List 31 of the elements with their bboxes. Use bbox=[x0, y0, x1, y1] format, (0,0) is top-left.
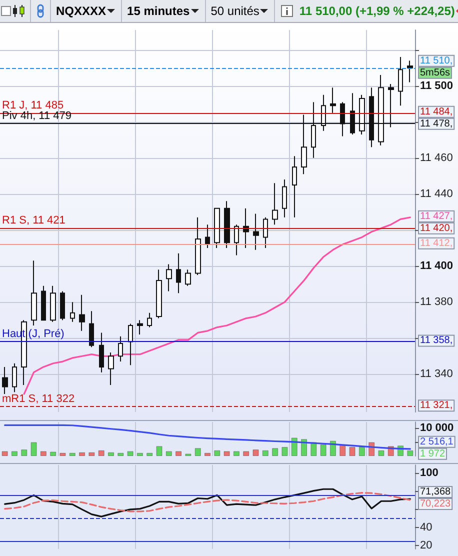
y-tick-label: 10 000 bbox=[420, 422, 454, 434]
text: 11 510,00 (+1,99 % +224,25) bbox=[299, 4, 455, 18]
y-tick-label: 11 340 bbox=[420, 368, 453, 380]
chart-title: NQXXXX bbox=[56, 4, 106, 18]
text: 5m56s bbox=[420, 67, 450, 78]
text: 71,368 bbox=[420, 486, 452, 498]
text: 1 972 bbox=[420, 448, 446, 460]
y-tick-label: 11 440 bbox=[420, 188, 453, 200]
ref-line-label: R1 J, 11 485 bbox=[2, 99, 64, 112]
y-tick-label: 20 bbox=[420, 539, 432, 552]
text: 11 420, bbox=[420, 222, 453, 234]
y-tick-label: 11 460 bbox=[420, 152, 453, 164]
text: 11 427, bbox=[420, 210, 453, 222]
y-tick-label: 11 500 bbox=[420, 80, 454, 92]
ref-line-label: Piv 4h, 11 479 bbox=[2, 110, 72, 122]
text: 11 412, bbox=[420, 238, 453, 249]
text: 11 510, bbox=[420, 55, 453, 66]
y-tick-label: 11 380 bbox=[420, 296, 453, 308]
text: 11 321, bbox=[420, 400, 453, 412]
text: 2 516,1 bbox=[420, 436, 454, 448]
text: 11 358, bbox=[420, 335, 453, 346]
y-tick-label: 100 bbox=[420, 467, 438, 480]
chart-subtitle: 15 minutes bbox=[127, 4, 190, 18]
text: 11 484, bbox=[420, 106, 453, 118]
y-tick-label: 40 bbox=[420, 521, 432, 534]
ref-line-label: mR1 S, 11 322 bbox=[2, 393, 75, 406]
y-tick-label: 11 400 bbox=[420, 260, 454, 272]
ref-line-label: R1 S, 11 421 bbox=[2, 214, 66, 227]
text: 50 unités bbox=[210, 4, 260, 18]
text: 11 478, bbox=[420, 118, 453, 130]
text: 70,223 bbox=[420, 498, 452, 510]
